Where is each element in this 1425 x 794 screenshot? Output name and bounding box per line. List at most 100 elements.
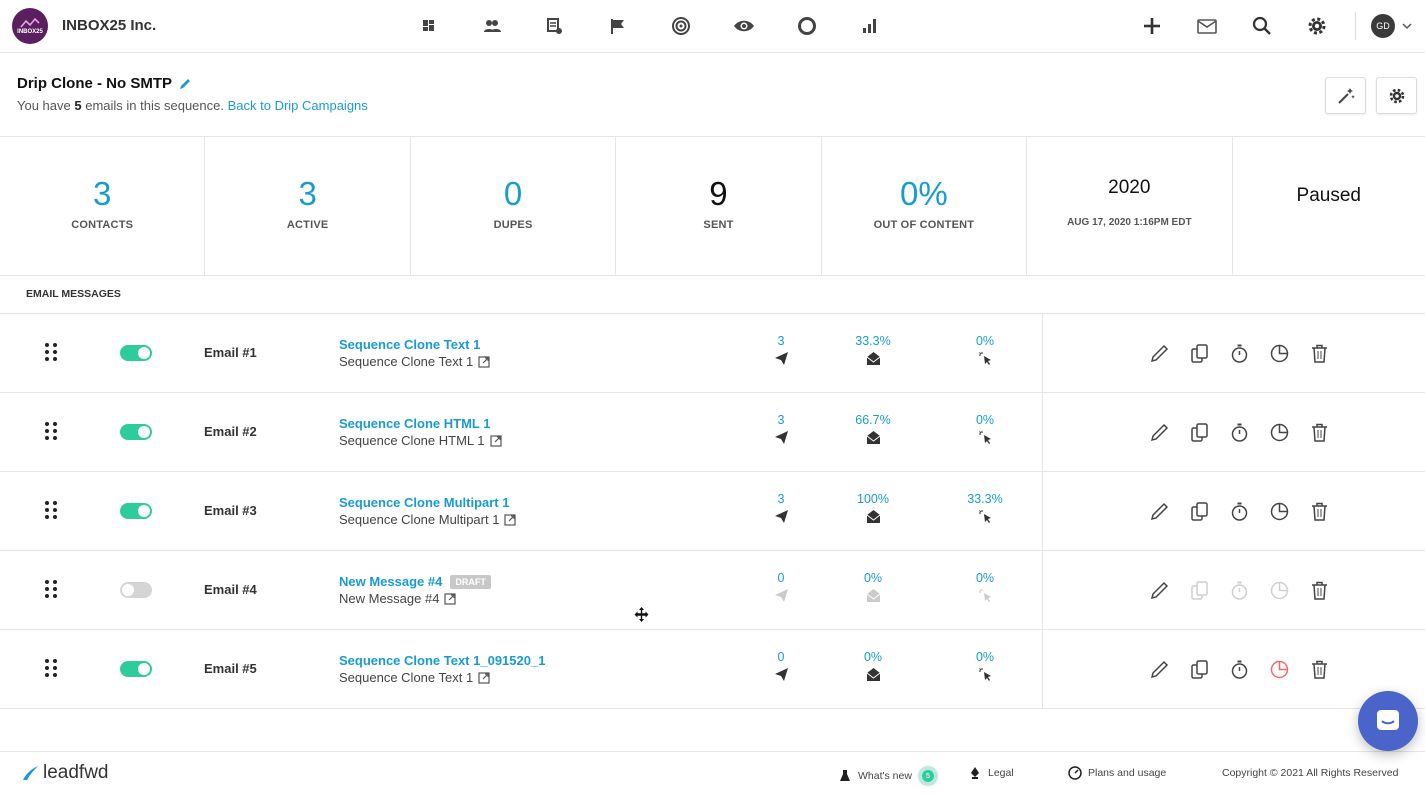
open-metric[interactable]: 100% [838, 492, 908, 529]
edit-button[interactable] [1148, 499, 1188, 523]
sent-metric[interactable]: 0 [746, 650, 816, 687]
external-link-icon[interactable] [444, 592, 457, 605]
click-metric[interactable]: 33.3% [950, 492, 1020, 529]
dashboard-icon[interactable] [418, 14, 481, 38]
external-link-icon[interactable] [478, 671, 490, 684]
delete-button[interactable] [1308, 499, 1348, 523]
eye-icon[interactable] [733, 14, 796, 38]
draft-badge: DRAFT [450, 574, 491, 589]
stat-active[interactable]: 3 ACTIVE [205, 137, 411, 276]
schedule-button[interactable] [1228, 420, 1268, 444]
settings-button[interactable] [1376, 77, 1417, 114]
contacts-icon[interactable] [481, 14, 544, 38]
stat-status[interactable]: Paused [1233, 137, 1425, 276]
stat-out-of-content[interactable]: 0% OUT OF CONTENT [822, 137, 1028, 276]
duplicate-button[interactable] [1188, 420, 1228, 444]
enable-toggle[interactable] [120, 424, 152, 440]
external-link-icon[interactable] [489, 434, 502, 447]
report-button[interactable] [1268, 420, 1308, 444]
enable-toggle[interactable] [120, 503, 152, 519]
user-avatar[interactable]: GD [1371, 14, 1395, 38]
sent-metric[interactable]: 0 [746, 571, 816, 608]
stat-contacts[interactable]: 3 CONTACTS [0, 137, 206, 276]
delete-button[interactable] [1308, 341, 1348, 365]
sent-count: 0 [777, 571, 785, 585]
brand-logo[interactable]: leadfwd [21, 762, 109, 784]
back-to-drip-link[interactable]: Back to Drip Campaigns [227, 98, 368, 113]
report-button[interactable] [1268, 499, 1308, 523]
search-icon[interactable] [1250, 13, 1305, 39]
whats-new-link[interactable]: What's new 5 [838, 766, 938, 786]
enable-toggle[interactable] [120, 345, 152, 361]
edit-button[interactable] [1148, 578, 1188, 602]
open-metric[interactable]: 66.7% [838, 413, 908, 450]
chevron-down-icon[interactable] [1400, 19, 1414, 33]
edit-button[interactable] [1148, 657, 1188, 681]
sequence-summary: You have 5 emails in this sequence. Back… [17, 98, 368, 113]
report-button[interactable] [1268, 341, 1308, 365]
chat-widget-button[interactable] [1358, 691, 1418, 751]
click-metric[interactable]: 0% [950, 650, 1020, 687]
legal-link[interactable]: Legal [968, 766, 1014, 780]
open-metric[interactable]: 0% [838, 571, 908, 608]
drag-handle-icon[interactable] [44, 658, 58, 678]
schedule-button[interactable] [1228, 657, 1268, 681]
message-title-link[interactable]: New Message #4 DRAFT [339, 574, 491, 589]
mail-icon[interactable] [1195, 13, 1250, 39]
stat-dupes[interactable]: 0 DUPES [411, 137, 617, 276]
cursor-click-icon [978, 668, 991, 681]
circle-icon[interactable] [796, 14, 859, 38]
schedule-button[interactable] [1228, 578, 1268, 602]
message-title-link[interactable]: Sequence Clone HTML 1 [339, 416, 490, 431]
bar-chart-icon[interactable] [859, 14, 922, 38]
campaigns-icon[interactable] [544, 14, 607, 38]
message-subject[interactable]: Sequence Clone Text 1 [339, 670, 490, 685]
duplicate-button[interactable] [1188, 657, 1228, 681]
edit-button[interactable] [1148, 420, 1188, 444]
report-button[interactable] [1268, 578, 1308, 602]
plus-icon[interactable] [1140, 13, 1195, 39]
report-button[interactable] [1268, 657, 1308, 681]
plans-usage-link[interactable]: Plans and usage [1068, 766, 1166, 780]
duplicate-button[interactable] [1188, 578, 1228, 602]
message-subject[interactable]: Sequence Clone Text 1 [339, 354, 490, 369]
edit-button[interactable] [1148, 341, 1188, 365]
gear-icon[interactable] [1305, 13, 1360, 39]
open-metric[interactable]: 33.3% [838, 334, 908, 371]
message-title-link[interactable]: Sequence Clone Multipart 1 [339, 495, 509, 510]
message-title-link[interactable]: Sequence Clone Text 1_091520_1 [339, 653, 545, 668]
pencil-edit-icon[interactable] [178, 77, 192, 91]
delete-button[interactable] [1308, 578, 1348, 602]
delete-button[interactable] [1308, 420, 1348, 444]
external-link-icon[interactable] [478, 355, 490, 368]
sent-metric[interactable]: 3 [746, 492, 816, 529]
drag-handle-icon[interactable] [44, 421, 58, 441]
sent-metric[interactable]: 3 [746, 334, 816, 371]
external-link-icon[interactable] [504, 513, 517, 526]
message-subject[interactable]: Sequence Clone Multipart 1 [339, 512, 517, 527]
company-logo[interactable]: INBOX25 [12, 8, 48, 44]
drag-handle-icon[interactable] [44, 500, 58, 520]
schedule-button[interactable] [1228, 499, 1268, 523]
open-metric[interactable]: 0% [838, 650, 908, 687]
target-icon[interactable] [670, 14, 733, 38]
email-number: Email #4 [204, 582, 257, 597]
duplicate-button[interactable] [1188, 341, 1228, 365]
flag-icon[interactable] [607, 14, 670, 38]
delete-button[interactable] [1308, 657, 1348, 681]
schedule-button[interactable] [1228, 341, 1268, 365]
click-metric[interactable]: 0% [950, 571, 1020, 608]
click-metric[interactable]: 0% [950, 413, 1020, 450]
paper-plane-icon [774, 431, 788, 444]
message-title-link[interactable]: Sequence Clone Text 1 [339, 337, 480, 352]
drag-handle-icon[interactable] [44, 579, 58, 599]
message-subject[interactable]: New Message #4 [339, 591, 457, 606]
magic-wand-button[interactable] [1325, 77, 1366, 114]
sent-metric[interactable]: 3 [746, 413, 816, 450]
duplicate-button[interactable] [1188, 499, 1228, 523]
click-metric[interactable]: 0% [950, 334, 1020, 371]
enable-toggle[interactable] [120, 661, 152, 677]
drag-handle-icon[interactable] [44, 342, 58, 362]
enable-toggle[interactable] [120, 582, 152, 598]
message-subject[interactable]: Sequence Clone HTML 1 [339, 433, 502, 448]
